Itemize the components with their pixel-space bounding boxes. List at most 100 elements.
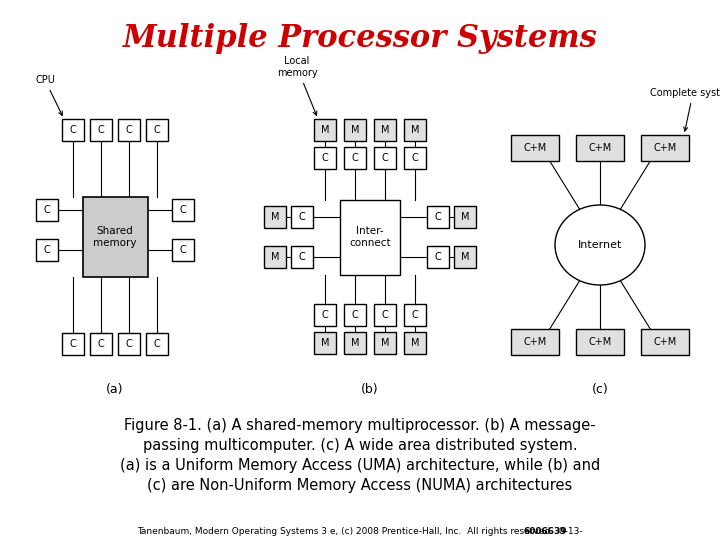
Bar <box>314 119 336 141</box>
Text: C+M: C+M <box>523 337 546 347</box>
Bar <box>576 329 624 355</box>
Text: (a): (a) <box>107 383 124 396</box>
Text: CPU: CPU <box>35 75 63 116</box>
Text: C: C <box>179 205 186 215</box>
Text: M: M <box>410 125 419 135</box>
Text: (c): (c) <box>592 383 608 396</box>
Text: M: M <box>351 338 359 348</box>
Text: M: M <box>271 212 279 222</box>
Bar <box>291 246 313 268</box>
Text: Inter-
connect: Inter- connect <box>349 226 391 248</box>
Bar <box>427 246 449 268</box>
Bar <box>404 332 426 354</box>
Text: C: C <box>351 310 359 320</box>
Text: M: M <box>320 125 329 135</box>
Text: M: M <box>271 252 279 262</box>
Text: C: C <box>98 125 104 135</box>
Text: C: C <box>322 310 328 320</box>
Text: C: C <box>179 245 186 255</box>
Bar <box>291 206 313 228</box>
Bar <box>404 147 426 169</box>
Text: Local
memory: Local memory <box>276 56 318 115</box>
Text: C: C <box>382 310 388 320</box>
Ellipse shape <box>555 205 645 285</box>
Bar <box>90 119 112 141</box>
Text: C: C <box>98 339 104 349</box>
Text: C+M: C+M <box>653 143 677 153</box>
Bar <box>340 199 400 274</box>
Bar <box>36 199 58 221</box>
Bar <box>36 239 58 261</box>
Bar <box>374 119 396 141</box>
Text: C: C <box>44 205 50 215</box>
Text: C: C <box>435 212 441 222</box>
Bar <box>62 119 84 141</box>
Bar <box>83 197 148 277</box>
Text: C: C <box>153 339 161 349</box>
Text: (c) are Non-Uniform Memory Access (NUMA) architectures: (c) are Non-Uniform Memory Access (NUMA)… <box>148 478 572 493</box>
Bar <box>172 239 194 261</box>
Bar <box>172 199 194 221</box>
Text: C: C <box>125 125 132 135</box>
Bar <box>146 119 168 141</box>
Text: C+M: C+M <box>588 143 611 153</box>
Text: C: C <box>70 125 76 135</box>
Text: M: M <box>320 338 329 348</box>
Bar <box>404 119 426 141</box>
Text: M: M <box>410 338 419 348</box>
Text: C: C <box>125 339 132 349</box>
Text: C+M: C+M <box>523 143 546 153</box>
Text: C: C <box>382 153 388 163</box>
Bar <box>454 246 476 268</box>
Bar <box>314 332 336 354</box>
Bar <box>374 304 396 326</box>
Bar <box>374 332 396 354</box>
Text: C: C <box>351 153 359 163</box>
Text: M: M <box>381 125 390 135</box>
Bar <box>576 135 624 161</box>
Text: C: C <box>412 310 418 320</box>
Text: C: C <box>44 245 50 255</box>
Text: M: M <box>461 212 469 222</box>
Text: passing multicomputer. (c) A wide area distributed system.: passing multicomputer. (c) A wide area d… <box>143 438 577 453</box>
Text: (a) is a Uniform Memory Access (UMA) architecture, while (b) and: (a) is a Uniform Memory Access (UMA) arc… <box>120 458 600 473</box>
Text: 6006639: 6006639 <box>523 527 567 536</box>
Bar <box>264 206 286 228</box>
Text: C: C <box>299 212 305 222</box>
Bar <box>344 304 366 326</box>
Text: Multiple Processor Systems: Multiple Processor Systems <box>122 23 598 53</box>
Text: C: C <box>322 153 328 163</box>
Bar <box>264 246 286 268</box>
Text: C+M: C+M <box>588 337 611 347</box>
Bar <box>118 119 140 141</box>
Bar <box>314 147 336 169</box>
Bar <box>641 135 689 161</box>
Text: C: C <box>70 339 76 349</box>
Text: Tanenbaum, Modern Operating Systems 3 e, (c) 2008 Prentice-Hall, Inc.  All right: Tanenbaum, Modern Operating Systems 3 e,… <box>138 527 582 536</box>
Bar <box>454 206 476 228</box>
Bar <box>511 329 559 355</box>
Text: C: C <box>412 153 418 163</box>
Text: M: M <box>461 252 469 262</box>
Text: C: C <box>299 252 305 262</box>
Text: Complete system: Complete system <box>650 88 720 131</box>
Text: C+M: C+M <box>653 337 677 347</box>
Text: M: M <box>351 125 359 135</box>
Bar <box>344 147 366 169</box>
Text: C: C <box>435 252 441 262</box>
Bar <box>344 332 366 354</box>
Text: Internet: Internet <box>578 240 622 250</box>
Bar <box>90 333 112 355</box>
Bar <box>641 329 689 355</box>
Text: M: M <box>381 338 390 348</box>
Bar <box>146 333 168 355</box>
Text: Shared
memory: Shared memory <box>94 226 137 248</box>
Bar <box>314 304 336 326</box>
Bar <box>62 333 84 355</box>
Bar <box>427 206 449 228</box>
Bar <box>374 147 396 169</box>
Bar <box>404 304 426 326</box>
Text: (b): (b) <box>361 383 379 396</box>
Bar <box>118 333 140 355</box>
Bar <box>344 119 366 141</box>
